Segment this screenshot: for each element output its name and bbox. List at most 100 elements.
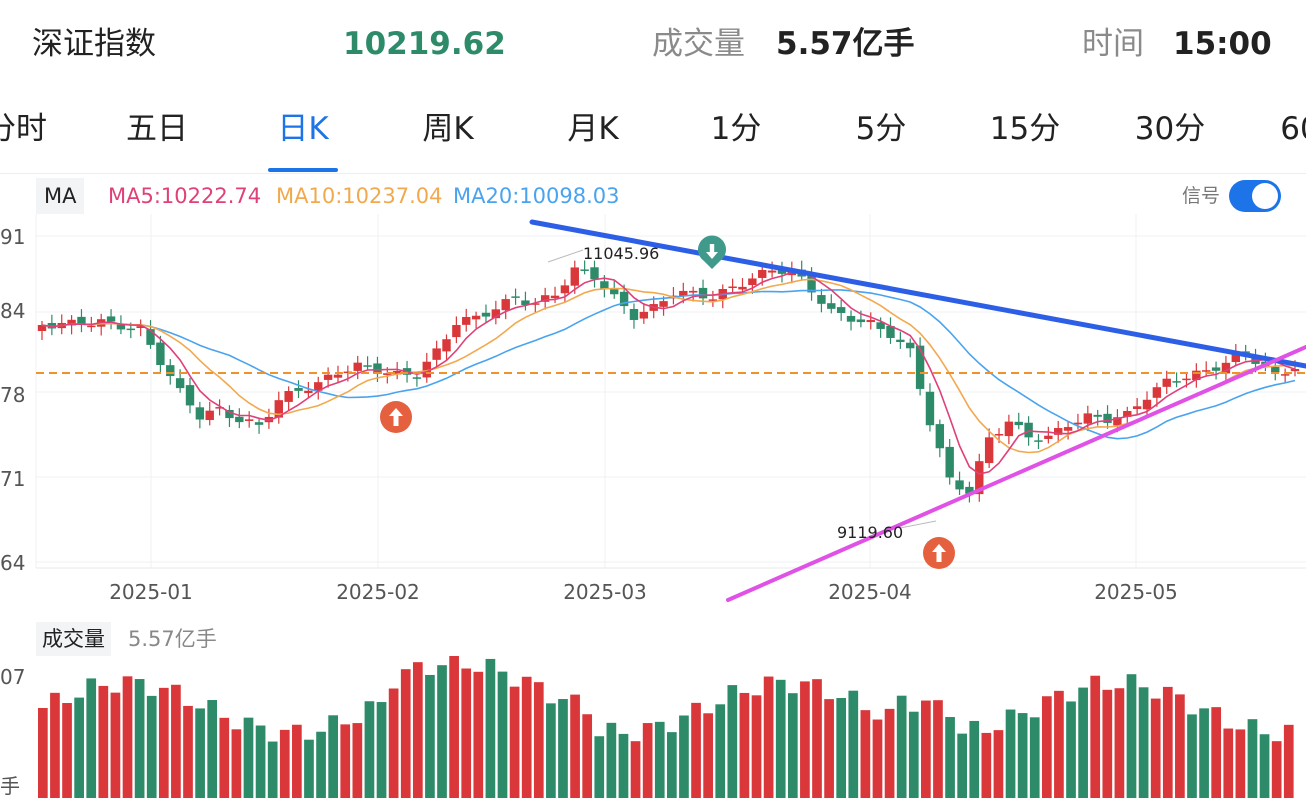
candle (304, 381, 313, 399)
time-value: 15:00 (1173, 26, 1272, 62)
down-arrow-icon (706, 244, 718, 259)
volume-bar (195, 708, 205, 798)
volume-bar (872, 719, 883, 798)
tab-5min[interactable]: 5分 (855, 111, 907, 147)
y-tick-label: 84 (0, 299, 25, 323)
volume-bar (812, 679, 822, 798)
x-tick-label: 2025-02 (336, 580, 420, 604)
tab-weekly-k[interactable]: 周K (422, 111, 474, 147)
tab-daily-k[interactable]: 日K (277, 111, 329, 147)
candle (540, 287, 550, 310)
volume-bar (981, 732, 992, 798)
candle (1152, 382, 1162, 407)
volume-bar (400, 669, 411, 798)
volume-bar (449, 656, 459, 798)
volume-bar (1150, 698, 1161, 798)
ma-legend-bar: MA MA5:10222.74 MA10:10237.04 MA20:10098… (0, 178, 1306, 214)
candle (817, 288, 826, 313)
tab-five-day[interactable]: 五日 (126, 111, 188, 147)
tab-60min[interactable]: 60 (1280, 111, 1306, 147)
candle (846, 310, 856, 331)
candle (629, 303, 639, 329)
volume-bar (62, 703, 72, 798)
candle (1271, 359, 1280, 381)
candle (195, 401, 205, 429)
candle (975, 453, 984, 502)
volume-bar (945, 717, 955, 798)
candle (718, 284, 727, 309)
volume-bar (255, 725, 266, 798)
candle (1054, 420, 1063, 443)
descending-trend-line (529, 219, 1306, 369)
up-arrow-icon (932, 544, 946, 562)
volume-bar (1114, 688, 1125, 798)
ma20-value: MA20:10098.03 (453, 184, 620, 208)
candle (462, 308, 471, 332)
candle (906, 338, 915, 358)
tab-monthly-k[interactable]: 月K (567, 111, 619, 147)
kline-chart[interactable]: 91 84 78 71 64 2025-01 2025-02 2025-03 2… (0, 212, 1306, 622)
tab-intraday[interactable]: 分时 (0, 111, 47, 147)
candle (777, 261, 787, 283)
candle (156, 335, 165, 374)
volume-bar (751, 695, 762, 798)
volume-bar (969, 720, 980, 798)
tab-1min[interactable]: 1分 (710, 111, 762, 147)
volume-bar (1211, 707, 1222, 798)
candle (136, 319, 145, 337)
volume-axis-top: 07 (0, 665, 25, 689)
volume-bar (546, 703, 556, 798)
tab-30min[interactable]: 30分 (1134, 111, 1206, 147)
volume-bar (1235, 729, 1246, 798)
candle (708, 290, 718, 307)
volume-axis-bottom: 手 (0, 774, 20, 798)
volume-chart[interactable]: 07 手 (0, 656, 1306, 806)
candle (244, 411, 254, 428)
candle (521, 291, 530, 311)
volume-bar (1162, 686, 1173, 798)
candle (748, 273, 757, 294)
candle (1202, 361, 1211, 377)
volume-bar (933, 700, 943, 798)
candlesticks (37, 260, 1300, 503)
volume-bar (304, 739, 314, 798)
candle (1093, 409, 1102, 426)
candle (1221, 355, 1231, 382)
volume-bar (158, 687, 169, 798)
candle (422, 352, 431, 383)
volume-bar (146, 695, 157, 798)
volume-bar (1090, 675, 1101, 798)
candle (836, 299, 846, 321)
low-annotation: 9119.60 (837, 520, 937, 542)
volume-bar (739, 692, 750, 798)
candle (728, 278, 737, 295)
volume-bar (727, 685, 738, 798)
candle (294, 380, 303, 399)
volume-bar (38, 708, 48, 798)
period-tabs: 分时 五日 日K 周K 月K 1分 5分 15分 30分 60 (0, 95, 1306, 174)
volume-bar (509, 686, 520, 798)
volume-bar (642, 723, 653, 798)
volume-bar (896, 695, 907, 798)
candle (471, 311, 481, 329)
candle (392, 362, 402, 380)
tab-15min[interactable]: 15分 (989, 111, 1061, 147)
volume-panel-value: 5.57亿手 (128, 627, 217, 651)
candle (925, 383, 935, 432)
volume-bar (836, 698, 847, 798)
active-tab-indicator (268, 168, 338, 172)
signal-toggle[interactable] (1229, 180, 1281, 212)
candle (77, 309, 86, 333)
volume-bar (884, 708, 895, 798)
ma-selector[interactable]: MA (36, 178, 85, 214)
y-tick-label: 78 (0, 383, 25, 407)
volume-bar (800, 681, 810, 798)
candle (1211, 361, 1221, 380)
candle (274, 391, 283, 424)
volume-bar (497, 671, 508, 798)
volume-bar (630, 741, 641, 798)
candle (481, 304, 491, 324)
volume-bar (1126, 674, 1137, 798)
volume-bar (98, 685, 109, 798)
candle (235, 408, 244, 429)
